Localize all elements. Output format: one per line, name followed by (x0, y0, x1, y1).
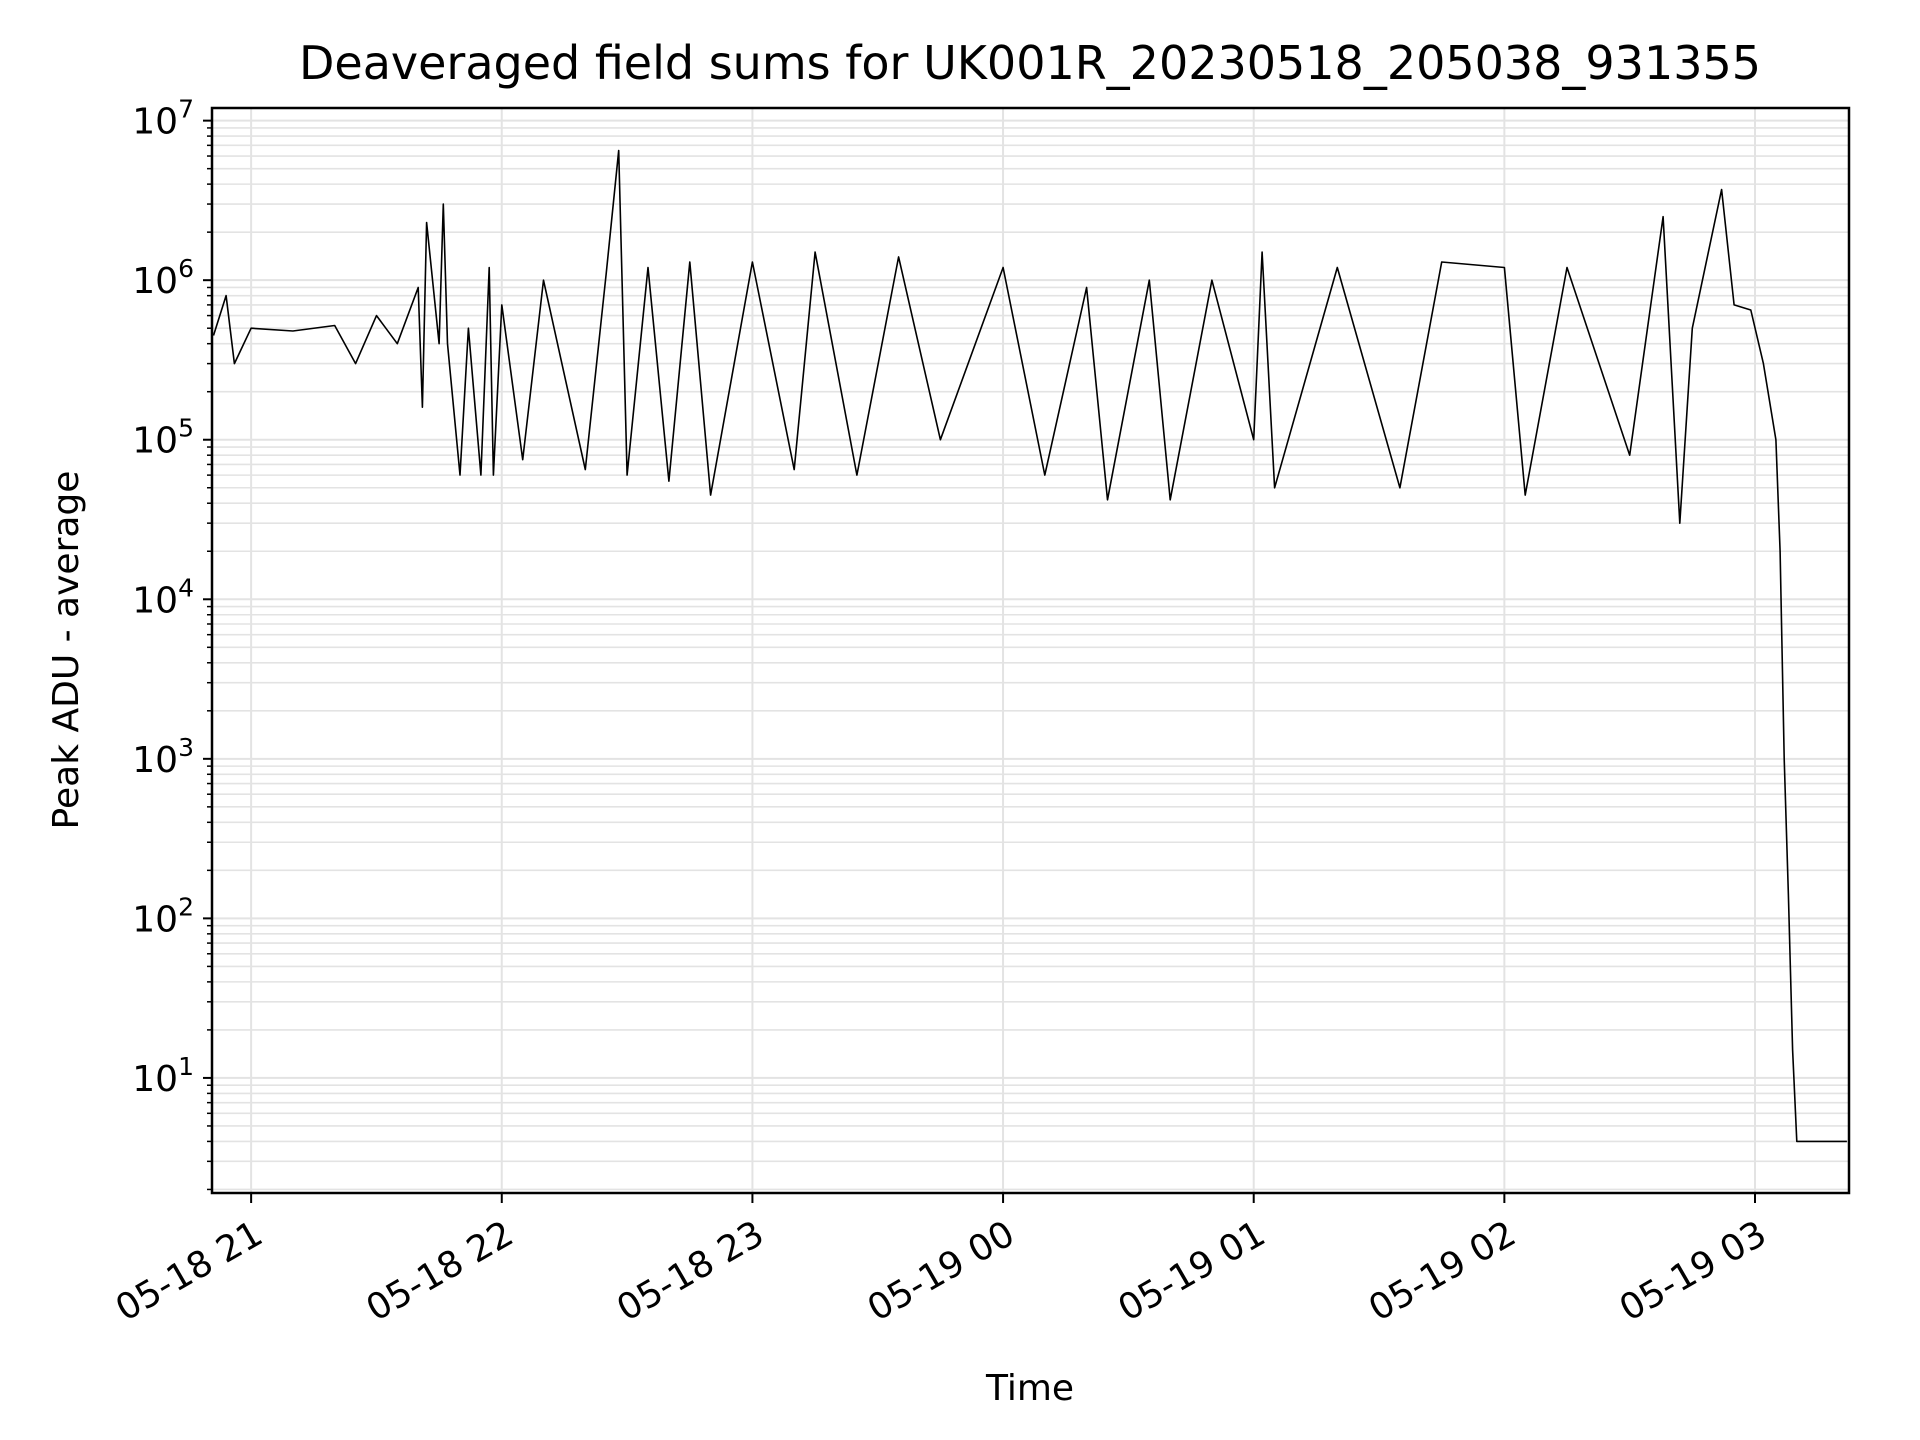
y-tick-label: 104 (132, 573, 194, 621)
y-tick-label: 102 (132, 892, 194, 940)
y-axis: 101 102 103 104 105 106 107 (132, 95, 212, 1191)
y-tick-label: 107 (132, 95, 194, 143)
series-layer (212, 149, 1847, 1143)
y-tick-label: 106 (132, 254, 194, 302)
series-line (212, 149, 1847, 1143)
x-axis-label: Time (985, 1368, 1074, 1409)
y-tick-label: 101 (132, 1052, 194, 1100)
plot-frame (210, 106, 1851, 1195)
grid-lines (212, 108, 1849, 1193)
chart-title: Deaveraged field sums for UK001R_2023051… (299, 36, 1761, 90)
y-axis-label: Peak ADU - average (46, 471, 87, 830)
y-tick-label: 103 (132, 733, 194, 781)
y-tick-label: 105 (132, 414, 194, 462)
